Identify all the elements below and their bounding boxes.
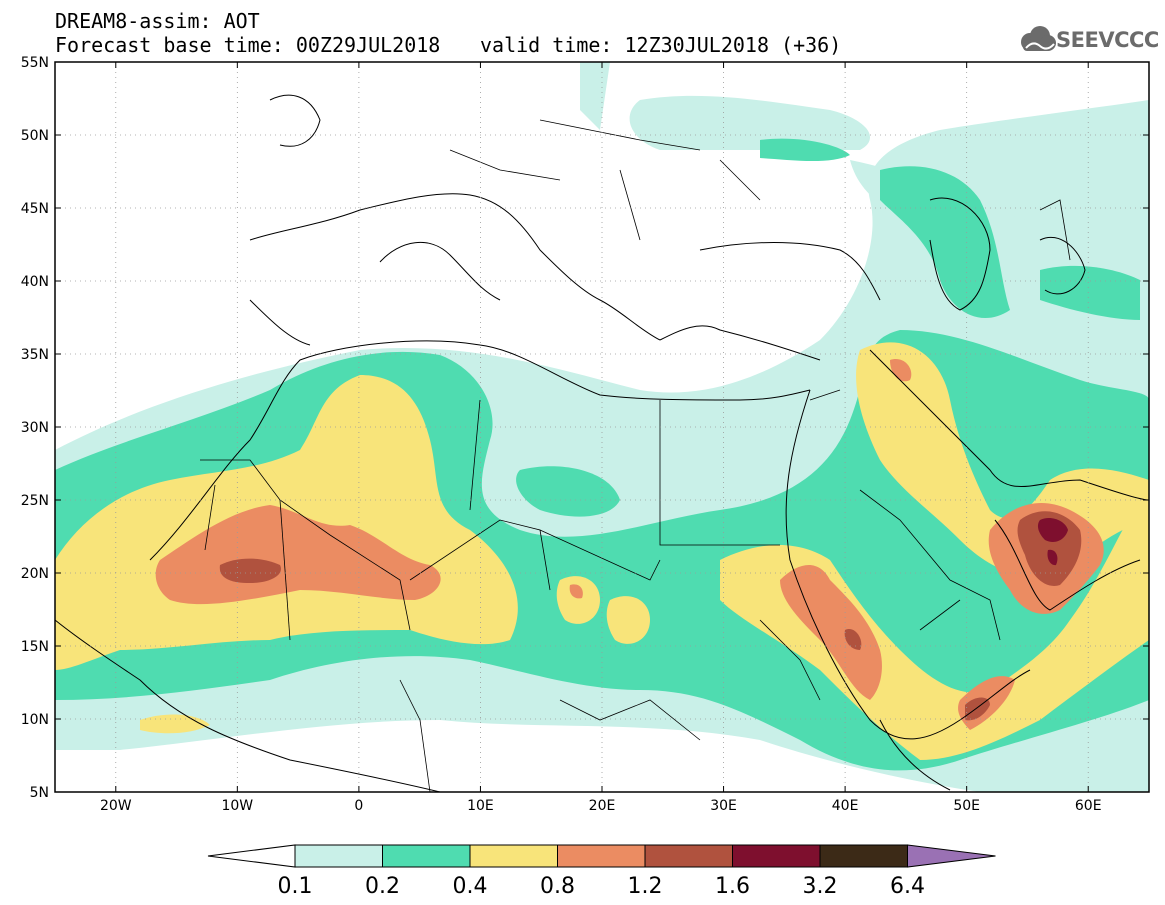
aot-band-1.6 bbox=[1037, 518, 1068, 566]
lat-tick-label: 15N bbox=[21, 639, 49, 655]
colorbar-cell bbox=[469, 844, 558, 868]
lon-tick-label: 20E bbox=[589, 798, 616, 814]
longitude-axis: 20W 10W 0 10E 20E 30E 40E 50E 60E bbox=[100, 62, 1102, 814]
colorbar-cell bbox=[382, 844, 471, 868]
colorbar-label: 0.2 bbox=[365, 874, 400, 899]
forecast-base-time: Forecast base time: 00Z29JUL2018 bbox=[55, 33, 441, 57]
lon-tick-label: 10E bbox=[467, 798, 494, 814]
grid-lines bbox=[55, 62, 1149, 792]
lat-tick-label: 50N bbox=[21, 128, 49, 144]
colorbar-label: 1.6 bbox=[715, 874, 750, 899]
colorbar-cell bbox=[557, 844, 646, 868]
lon-tick-label: 60E bbox=[1075, 798, 1102, 814]
lat-tick-label: 40N bbox=[21, 274, 49, 290]
lat-tick-label: 35N bbox=[21, 347, 49, 363]
cloud-icon bbox=[1021, 26, 1056, 51]
colorbar-label: 0.1 bbox=[278, 874, 313, 899]
lat-tick-label: 25N bbox=[21, 493, 49, 509]
colorbar-label: 0.8 bbox=[540, 874, 575, 899]
colorbar-label: 0.4 bbox=[453, 874, 488, 899]
lon-tick-label: 10W bbox=[221, 798, 253, 814]
lon-tick-label: 0 bbox=[354, 798, 363, 814]
lat-tick-label: 20N bbox=[21, 566, 49, 582]
colorbar-high-arrow bbox=[907, 844, 996, 868]
lat-tick-label: 45N bbox=[21, 201, 49, 217]
colorbar-label: 3.2 bbox=[803, 874, 838, 899]
lat-tick-label: 10N bbox=[21, 712, 49, 728]
colorbar-cell bbox=[294, 844, 383, 868]
lon-tick-label: 20W bbox=[100, 798, 132, 814]
colorbar-low-arrow bbox=[207, 844, 296, 868]
colorbar-cell bbox=[819, 844, 908, 868]
colorbar-label: 1.2 bbox=[628, 874, 663, 899]
colorbar-cell bbox=[732, 844, 821, 868]
valid-time: valid time: 12Z30JUL2018 (+36) bbox=[480, 33, 842, 57]
lat-tick-label: 5N bbox=[30, 785, 49, 801]
colorbar-label: 6.4 bbox=[890, 874, 925, 899]
logo-text: SEEVCCC bbox=[1056, 28, 1159, 52]
map-title: DREAM8-assim: AOT bbox=[55, 9, 260, 33]
seevccc-logo bbox=[1021, 26, 1056, 51]
colorbar-cell bbox=[644, 844, 733, 868]
coastlines bbox=[55, 94, 1149, 792]
lon-tick-label: 50E bbox=[953, 798, 980, 814]
lon-tick-label: 30E bbox=[710, 798, 737, 814]
lat-tick-label: 30N bbox=[21, 420, 49, 436]
lat-tick-label: 55N bbox=[21, 55, 49, 71]
borders bbox=[200, 119, 1071, 792]
lon-tick-label: 40E bbox=[832, 798, 859, 814]
latitude-axis: 55N 50N 45N 40N 35N 30N 25N 20N 15N 10N 5N bbox=[21, 55, 1149, 801]
